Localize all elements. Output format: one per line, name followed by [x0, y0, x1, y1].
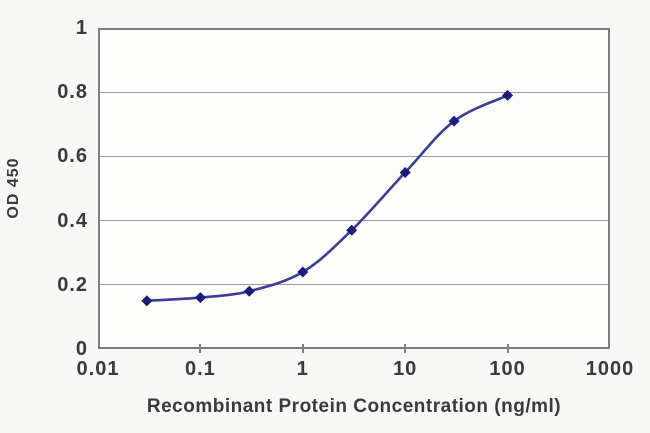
data-point-marker [141, 295, 153, 307]
data-point-marker [346, 224, 358, 236]
data-point-marker [194, 292, 206, 304]
x-tick-mark [404, 344, 407, 353]
x-tick-label: 0.1 [184, 358, 216, 380]
data-point-marker [243, 285, 255, 297]
x-tick-label: 100 [489, 358, 526, 380]
gridline [100, 219, 608, 222]
data-point-marker [502, 89, 514, 101]
x-axis-title: Recombinant Protein Concentration (ng/ml… [146, 396, 562, 417]
x-tick-mark [506, 344, 509, 353]
x-tick-label: 1 [296, 358, 309, 380]
y-tick-label: 1 [75, 17, 88, 39]
series-line [145, 94, 509, 303]
x-tick-label: 1000 [585, 358, 635, 380]
data-point-marker [399, 166, 411, 178]
x-tick-mark [199, 344, 202, 353]
y-tick-label: 0.2 [57, 273, 88, 296]
y-tick-label: 0.4 [57, 209, 88, 232]
data-point-marker [297, 266, 309, 278]
gridline [100, 284, 608, 286]
x-tick-mark [301, 344, 304, 353]
x-tick-label: 10 [393, 358, 418, 380]
y-tick-label: 0.8 [57, 81, 88, 104]
data-series [141, 89, 514, 307]
x-tick-label: 0.01 [76, 358, 120, 380]
plot-area [98, 28, 610, 349]
gridline [100, 155, 608, 158]
y-tick-label: 0.6 [57, 145, 88, 168]
y-tick-label: 0 [75, 338, 88, 360]
data-point-marker [448, 115, 460, 127]
gridline [100, 91, 608, 93]
